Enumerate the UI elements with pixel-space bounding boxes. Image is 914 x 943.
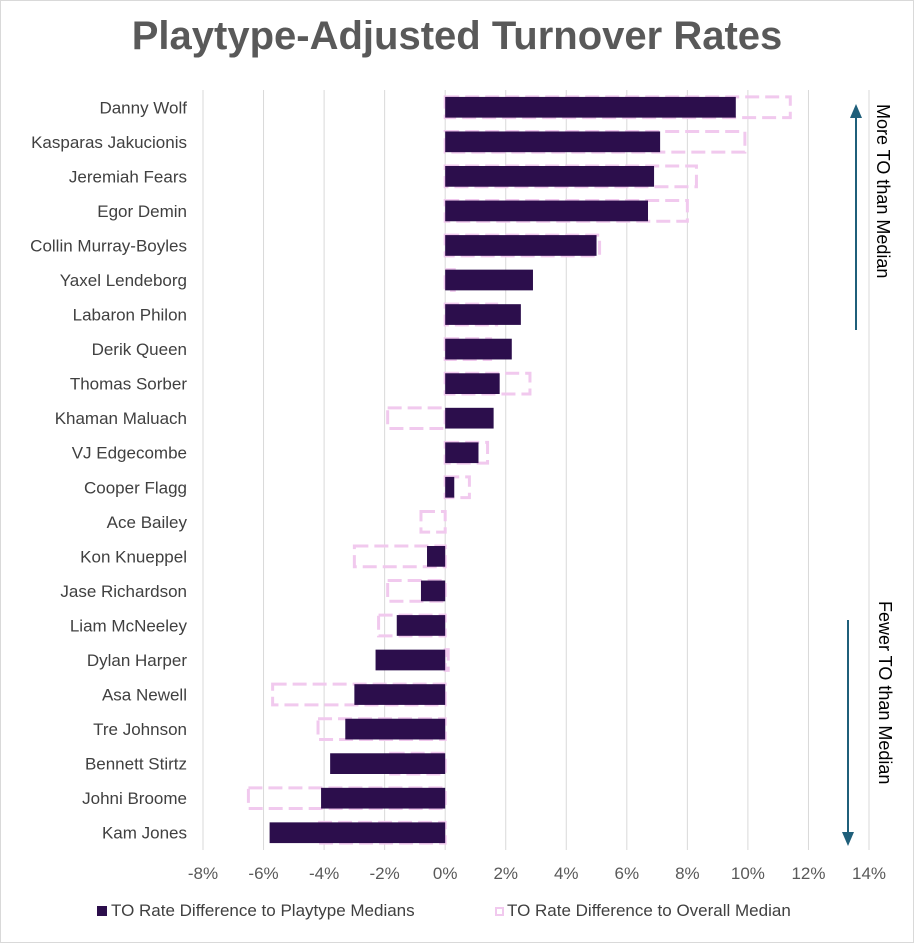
bar-overall-median [386, 579, 447, 603]
bar-overall-median [419, 509, 447, 534]
x-tick-label: 10% [731, 864, 765, 883]
x-tick-label: 12% [791, 864, 825, 883]
bar-playtype-median [445, 373, 500, 394]
x-tick-label: 14% [852, 864, 886, 883]
category-label: Collin Murray-Boyles [30, 236, 187, 255]
x-tick-label: 6% [615, 864, 640, 883]
bar-overall-median [443, 475, 471, 500]
category-label: Kon Knueppel [80, 547, 187, 566]
bar-playtype-median [445, 166, 655, 187]
category-label: Dylan Harper [87, 651, 187, 670]
category-label: Thomas Sorber [70, 375, 187, 394]
legend-label-overall: TO Rate Difference to Overall Median [507, 901, 791, 920]
category-label: Khaman Maluach [55, 409, 187, 428]
bar-playtype-median [445, 304, 521, 325]
annotation-more-to: More TO than Median [873, 104, 893, 278]
category-label: Yaxel Lendeborg [60, 271, 187, 290]
category-label: VJ Edgecombe [72, 444, 187, 463]
x-tick-label: 4% [554, 864, 579, 883]
bar-playtype-median [445, 476, 455, 498]
legend-label-playtype: TO Rate Difference to Playtype Medians [111, 901, 415, 920]
category-label: Kam Jones [102, 824, 187, 843]
category-label: Liam McNeeley [70, 616, 188, 635]
category-label: Labaron Philon [73, 306, 187, 325]
bar-playtype-median [330, 753, 446, 774]
category-label: Asa Newell [102, 686, 187, 705]
category-label: Derik Queen [92, 340, 187, 359]
bar-playtype-median [445, 407, 494, 429]
chart-title: Playtype-Adjusted Turnover Rates [131, 14, 783, 58]
category-label: Tre Johnson [93, 720, 187, 739]
x-tick-label: -4% [309, 864, 339, 883]
category-label: Cooper Flagg [84, 478, 187, 497]
bar-playtype-median [445, 235, 597, 256]
annotation-fewer-to: Fewer TO than Median [875, 601, 895, 784]
bar-overall-median [443, 648, 450, 672]
bar-playtype-median [445, 269, 533, 291]
bar-playtype-median [445, 96, 736, 118]
bar-playtype-median [375, 649, 446, 671]
legend-item-overall: TO Rate Difference to Overall Median [495, 901, 791, 921]
bar-playtype-median [396, 615, 446, 636]
bar-playtype-median [420, 580, 446, 602]
x-tick-label: 0% [433, 864, 458, 883]
legend-swatch-overall [495, 906, 504, 916]
bar-overall-median [386, 406, 447, 431]
bar-playtype-median [354, 684, 446, 705]
down-arrow-head [842, 832, 854, 846]
bar-playtype-median [345, 718, 446, 740]
category-label: Bennett Stirtz [85, 755, 187, 774]
x-tick-label: -8% [188, 864, 218, 883]
up-arrow-head [850, 104, 862, 118]
category-label: Ace Bailey [107, 513, 188, 532]
category-label: Egor Demin [97, 202, 187, 221]
bar-playtype-median [445, 338, 512, 360]
category-label: Kasparas Jakucionis [31, 133, 187, 152]
bar-playtype-median [445, 131, 661, 153]
x-tick-label: 8% [675, 864, 700, 883]
bar-playtype-median [445, 442, 479, 464]
category-label: Johni Broome [82, 789, 187, 808]
x-tick-label: 2% [493, 864, 518, 883]
x-tick-label: -2% [370, 864, 400, 883]
bar-playtype-median [269, 822, 446, 844]
bar-playtype-median [427, 546, 446, 567]
category-label: Jeremiah Fears [69, 167, 187, 186]
bar-playtype-median [321, 787, 446, 809]
category-label: Jase Richardson [60, 582, 187, 601]
legend-item-playtype: TO Rate Difference to Playtype Medians [97, 901, 415, 921]
legend-swatch-playtype [97, 906, 107, 916]
category-label: Danny Wolf [99, 98, 187, 117]
x-tick-label: -6% [248, 864, 278, 883]
bar-playtype-median [445, 200, 649, 222]
